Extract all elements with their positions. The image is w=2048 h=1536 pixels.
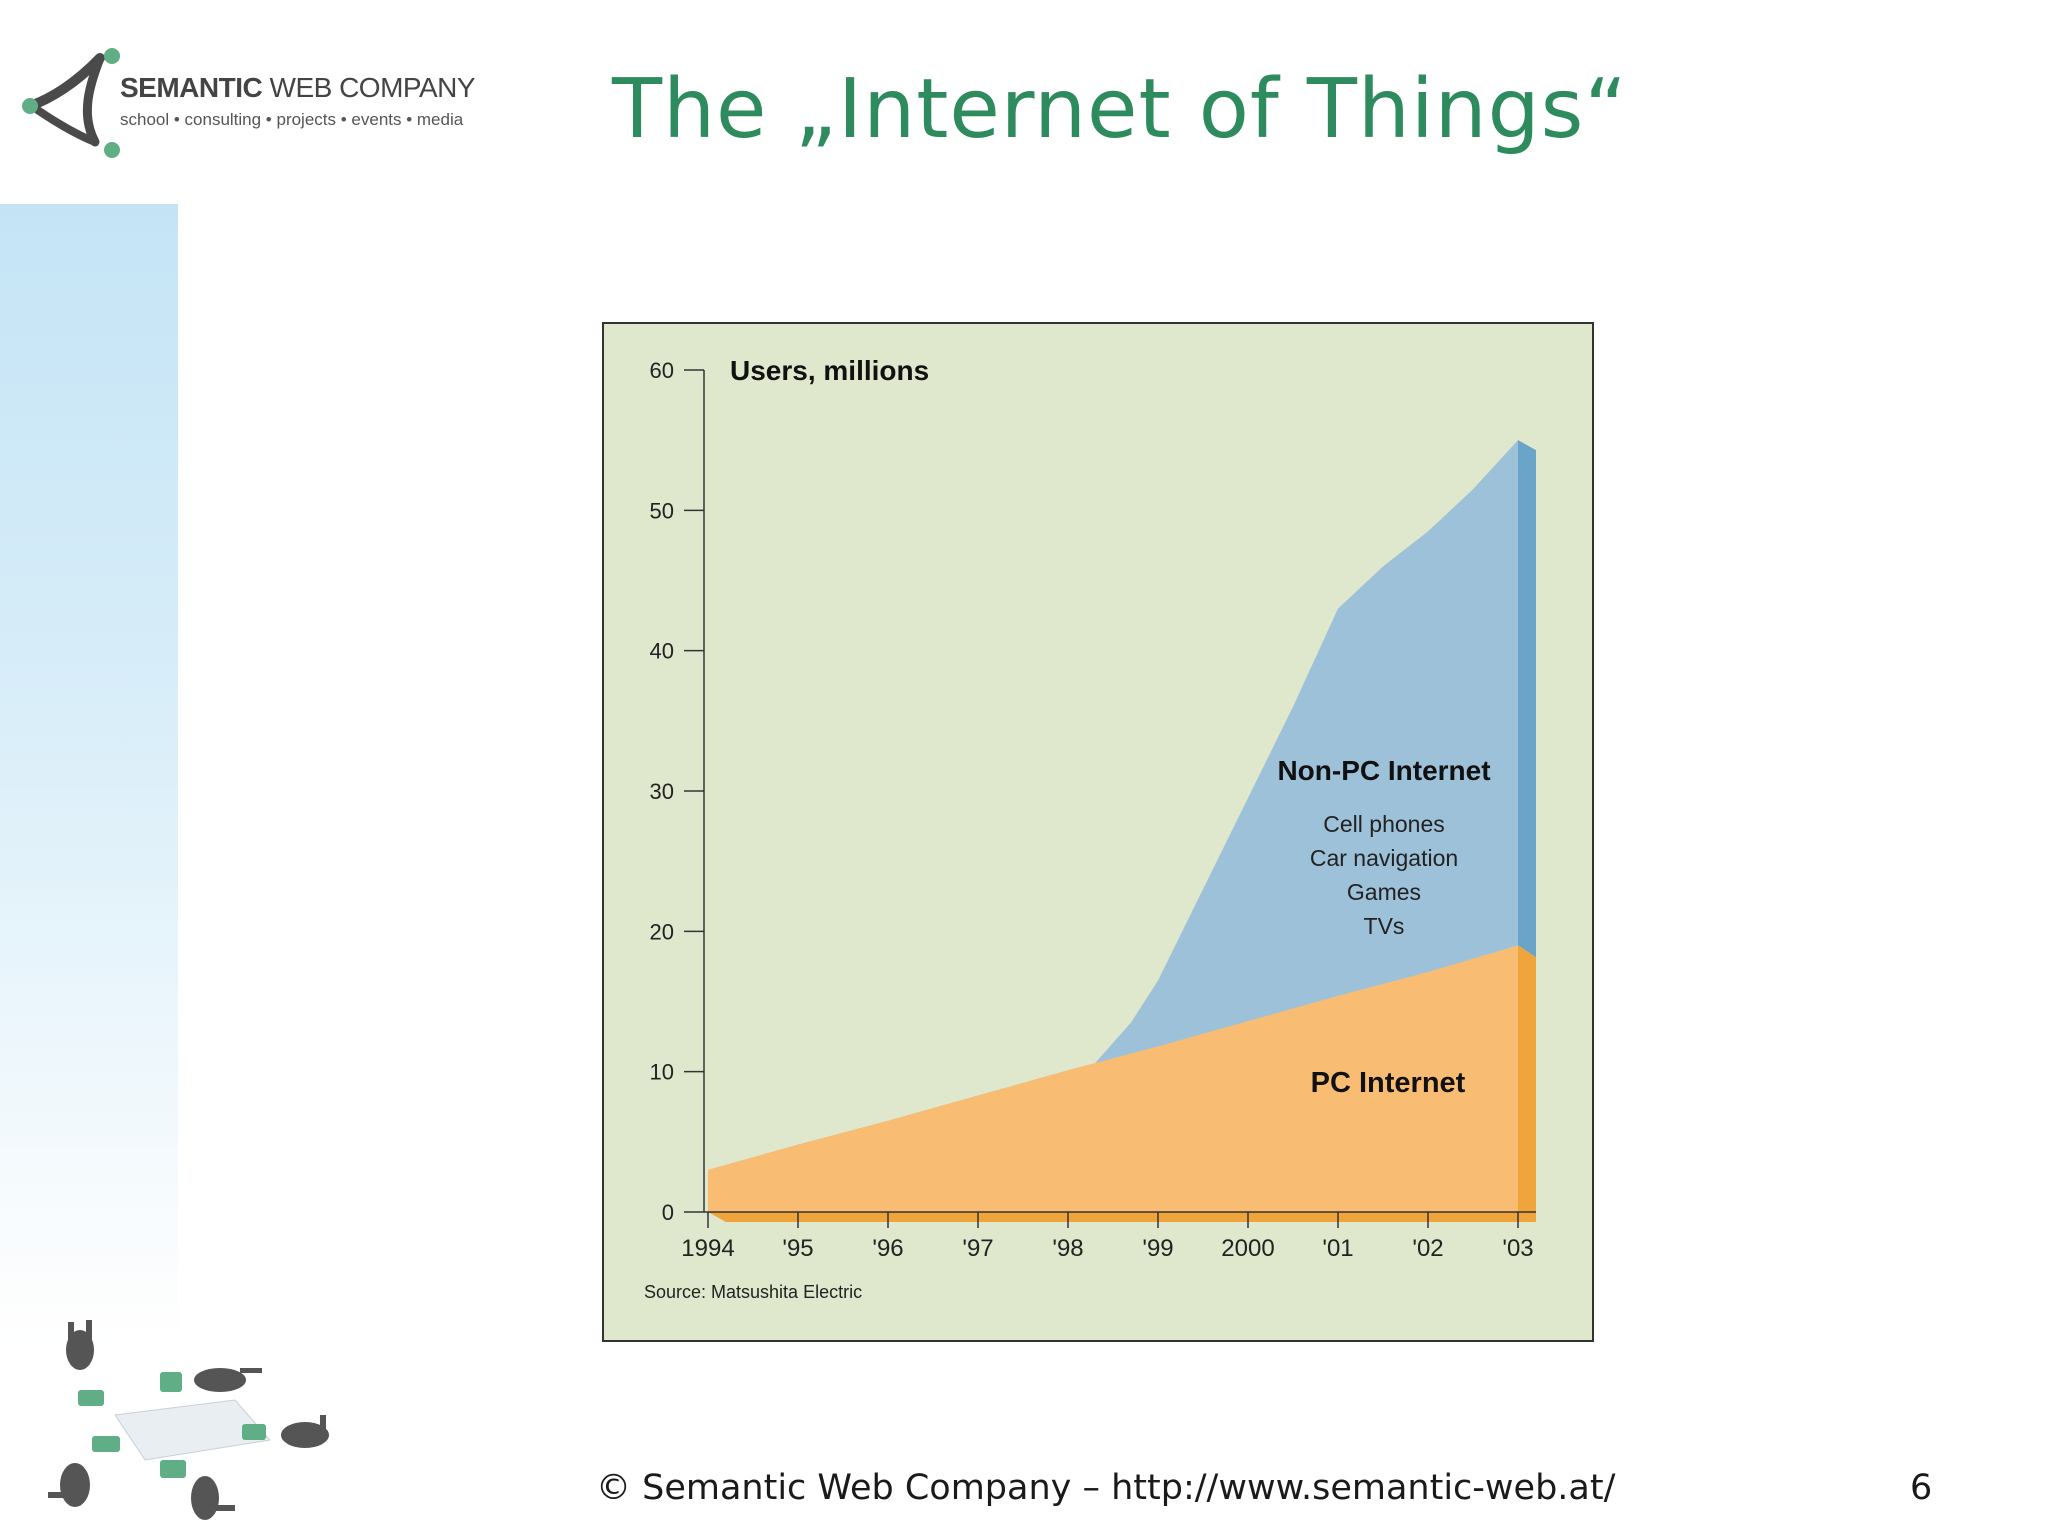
pc-internet-label: PC Internet [1311, 1067, 1466, 1099]
non-pc-internet-item-2: Games [1347, 879, 1421, 905]
non-pc-internet-item-0: Cell phones [1323, 811, 1444, 837]
x-tick-label-6: 2000 [1221, 1235, 1274, 1262]
y-tick-label-60: 60 [650, 358, 674, 383]
x-tick-label-7: '01 [1322, 1235, 1353, 1262]
company-logo: SEMANTIC WEB COMPANY school • consulting… [20, 44, 480, 164]
x-tick-label-0: 1994 [681, 1235, 734, 1262]
x-tick-label-2: '96 [872, 1235, 903, 1262]
x-tick-label-8: '02 [1412, 1235, 1443, 1262]
non-pc-internet-side [1518, 440, 1536, 958]
footer-copyright: © Semantic Web Company – http://www.sema… [596, 1468, 1616, 1508]
pc-internet-side [1518, 945, 1536, 1222]
chart-source: Source: Matsushita Electric [644, 1282, 862, 1302]
y-tick-label-30: 30 [650, 779, 674, 804]
page-number: 6 [1910, 1468, 1933, 1508]
pc-internet-area [708, 945, 1518, 1212]
chart-frame: 0 10 20 30 40 50 60 1994 '95 '96 '97 '98 '99 2000 '01 '… [602, 322, 1594, 1342]
pc-internet-bottom-edge [708, 1212, 1536, 1222]
x-tick-label-9: '03 [1502, 1235, 1533, 1262]
skydivers-puzzle-illustration [48, 1320, 329, 1520]
y-tick-label-20: 20 [650, 919, 674, 944]
y-tick-label-0: 0 [662, 1200, 674, 1225]
left-decorative-band [0, 204, 178, 1344]
y-tick-label-10: 10 [650, 1060, 674, 1085]
slide-title: The „Internet of Things“ [612, 62, 1628, 157]
y-axis-label: Users, millions [730, 355, 929, 386]
x-tick-label-4: '98 [1052, 1235, 1083, 1262]
x-tick-label-3: '97 [962, 1235, 993, 1262]
x-tick-label-1: '95 [782, 1235, 813, 1262]
y-tick-label-50: 50 [650, 498, 674, 523]
logo-mark-icon [22, 48, 120, 158]
logo-tagline: school • consulting • projects • events … [120, 110, 464, 129]
area-chart: 0 10 20 30 40 50 60 1994 '95 '96 '97 '98 '99 2000 '01 '… [644, 355, 1536, 1302]
non-pc-internet-label: Non-PC Internet [1277, 755, 1490, 786]
non-pc-internet-item-1: Car navigation [1310, 845, 1458, 871]
logo-company-name: SEMANTIC WEB COMPANY [120, 72, 476, 103]
non-pc-internet-item-3: TVs [1364, 913, 1405, 939]
y-tick-label-40: 40 [650, 639, 674, 664]
x-tick-label-5: '99 [1142, 1235, 1173, 1262]
